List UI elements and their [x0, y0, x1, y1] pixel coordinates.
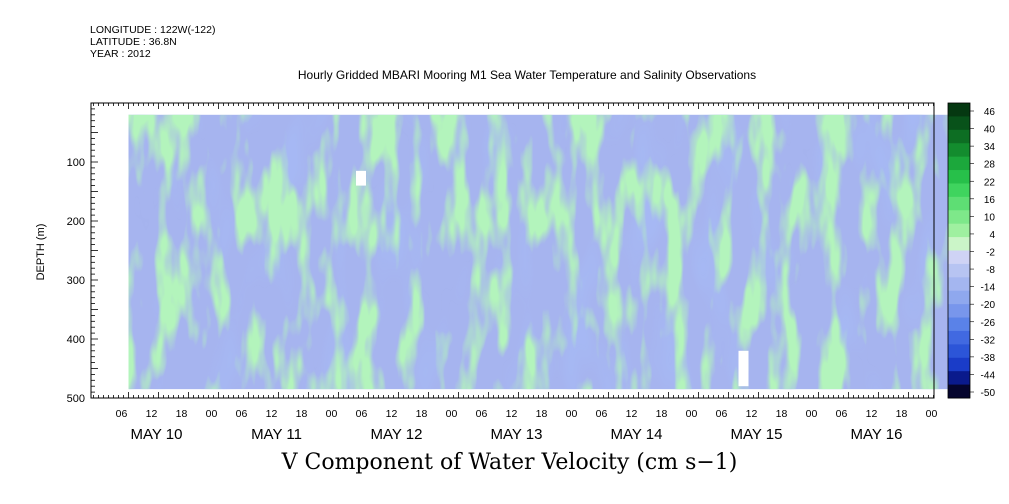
- colorbar-swatch: [948, 357, 970, 372]
- colorbar-label: 16: [984, 195, 996, 206]
- longitude-label: LONGITUDE : 122W(-122): [90, 24, 216, 36]
- x-tick-label: 00: [566, 408, 578, 420]
- colorbar-swatch: [948, 183, 970, 198]
- colorbar-swatch: [948, 290, 970, 305]
- missing-data-0: [356, 170, 366, 186]
- x-tick-label: 00: [806, 408, 818, 420]
- colorbar-swatch: [948, 156, 970, 171]
- x-tick-label: 18: [176, 408, 188, 420]
- x-day-label: MAY 10: [131, 426, 183, 443]
- x-tick-label: 00: [926, 408, 938, 420]
- colorbar-frame: [947, 102, 971, 399]
- x-tick-label: 12: [146, 408, 158, 420]
- colorbar-swatch: [948, 210, 970, 225]
- colorbar-label: -8: [986, 265, 995, 276]
- plot-area: [128, 114, 969, 390]
- x-tick-label: 06: [356, 408, 368, 420]
- colorbar-swatch: [948, 170, 970, 184]
- chart-title: Hourly Gridded MBARI Mooring M1 Sea Wate…: [297, 68, 757, 82]
- colorbar-label: -2: [986, 248, 995, 259]
- x-tick-label: 00: [206, 408, 218, 420]
- colorbar-swatch: [948, 116, 970, 131]
- colorbar-swatch: [948, 143, 970, 158]
- x-tick-label: 00: [686, 408, 698, 420]
- colorbar: 46 40 34 28 22 16 10 4 -2 -8 -14 -20 -26 -32 -38 -44 -50: [947, 102, 996, 399]
- colorbar-swatch: [948, 250, 970, 265]
- x-tick-label: 12: [506, 408, 518, 420]
- x-tick-label: 06: [476, 408, 488, 420]
- y-tick-label: 300: [67, 275, 85, 287]
- colorbar-label: 22: [984, 177, 996, 188]
- colorbar-swatch: [948, 277, 970, 292]
- colorbar-label: -20: [981, 300, 996, 311]
- colorbar-swatch: [948, 196, 970, 211]
- colorbar-swatch: [948, 304, 970, 319]
- colorbar-swatch: [948, 237, 970, 251]
- y-axis-label: DEPTH (m): [35, 224, 47, 281]
- colorbar-label: -14: [981, 283, 996, 294]
- x-tick-label: 12: [266, 408, 278, 420]
- x-tick-label: 06: [716, 408, 728, 420]
- x-tick-label: 18: [536, 408, 548, 420]
- x-tick-label: 12: [386, 408, 398, 420]
- colorbar-label: -26: [981, 318, 996, 329]
- colorbar-label: -38: [981, 353, 996, 364]
- colorbar-swatch: [948, 317, 970, 332]
- y-tick-label: 400: [67, 334, 85, 346]
- x-tick-label: 00: [446, 408, 458, 420]
- x-tick-label: 12: [626, 408, 638, 420]
- colorbar-swatch: [948, 384, 970, 399]
- colorbar-label: -32: [981, 335, 996, 346]
- latitude-label: LATITUDE : 36.8N: [90, 36, 177, 48]
- colorbar-label: -50: [981, 388, 996, 399]
- missing-data-1: [738, 350, 749, 387]
- colorbar-swatch: [948, 263, 970, 278]
- x-day-label: MAY 12: [371, 426, 423, 443]
- field-positive-patches: [128, 114, 969, 390]
- x-tick-label: 12: [866, 408, 878, 420]
- x-tick-label: 06: [836, 408, 848, 420]
- colorbar-label: 4: [989, 230, 995, 241]
- x-tick-label: 00: [326, 408, 338, 420]
- colorbar-label: 46: [984, 107, 996, 118]
- colorbar-label: -44: [981, 370, 996, 381]
- colorbar-swatch: [948, 330, 970, 345]
- x-tick-label: 18: [896, 408, 908, 420]
- y-tick-label: 100: [67, 157, 85, 169]
- colorbar-swatch: [948, 103, 970, 117]
- colorbar-swatch: [948, 344, 970, 359]
- x-tick-label: 06: [236, 408, 248, 420]
- colorbar-label: 10: [984, 212, 996, 223]
- y-tick-label: 200: [67, 216, 85, 228]
- x-tick-label: 18: [416, 408, 428, 420]
- x-day-label: MAY 13: [491, 426, 543, 443]
- x-day-label: MAY 14: [611, 426, 663, 443]
- colorbar-label: 40: [984, 125, 996, 136]
- x-tick-label: 12: [746, 408, 758, 420]
- colorbar-label: 28: [984, 160, 996, 171]
- x-day-label: MAY 15: [731, 426, 783, 443]
- axes: 06 12 18 00 06 12 18 00 06 12 18 00 06 12 18 00 06 12 18 00…: [35, 102, 938, 443]
- x-tick-label: 06: [116, 408, 128, 420]
- colorbar-swatch: [948, 223, 970, 238]
- x-tick-label: 18: [296, 408, 308, 420]
- x-tick-label: 18: [656, 408, 668, 420]
- variable-title: V Component of Water Velocity (cm s−1): [281, 450, 738, 475]
- x-day-label: MAY 16: [851, 426, 903, 443]
- colorbar-label: 34: [984, 142, 996, 153]
- x-day-label: MAY 11: [251, 426, 302, 443]
- colorbar-swatch: [948, 371, 970, 386]
- x-tick-label: 18: [776, 408, 788, 420]
- x-tick-label: 06: [596, 408, 608, 420]
- year-label: YEAR : 2012: [90, 48, 151, 60]
- y-tick-label: 500: [67, 393, 85, 405]
- colorbar-swatch: [948, 129, 970, 144]
